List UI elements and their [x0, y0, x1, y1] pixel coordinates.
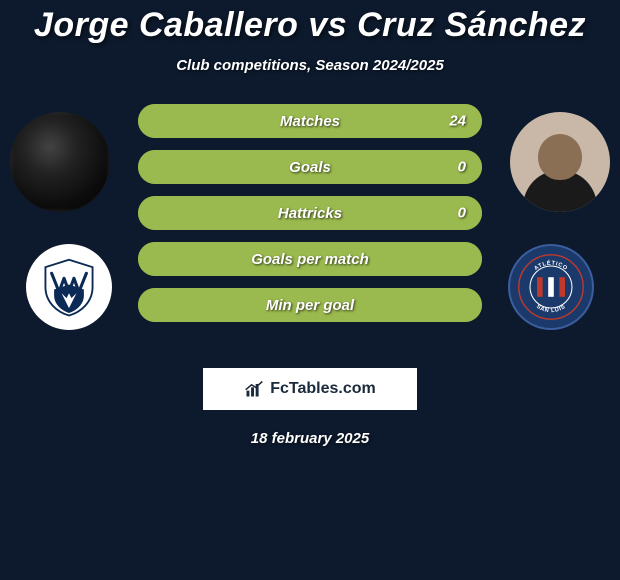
san-luis-badge-icon: ATLÉTICO SAN LUIS	[516, 252, 586, 322]
stat-bar: Matches 24	[138, 104, 482, 138]
stat-bar: Min per goal	[138, 288, 482, 322]
stat-bar-label: Hattricks	[278, 205, 342, 222]
date-label: 18 february 2025	[0, 430, 620, 447]
comparison-area: ATLÉTICO SAN LUIS Matches24Goals0Hattric…	[0, 104, 620, 364]
stat-bar: Hattricks 0	[138, 196, 482, 230]
bar-chart-icon	[244, 379, 264, 399]
stat-bar-value: 0	[458, 159, 466, 176]
stat-bar: Goals 0	[138, 150, 482, 184]
club-right-badge: ATLÉTICO SAN LUIS	[508, 244, 594, 330]
stat-bar-label: Goals	[289, 159, 331, 176]
stat-bar-label: Matches	[280, 113, 340, 130]
stat-bar-label: Goals per match	[251, 251, 369, 268]
stat-bar: Goals per match	[138, 242, 482, 276]
stat-bar-value: 24	[449, 113, 466, 130]
source-badge: FcTables.com	[203, 368, 417, 410]
player-right-avatar	[510, 112, 610, 212]
page-title: Jorge Caballero vs Cruz Sánchez	[0, 0, 620, 45]
stat-bar-value: 0	[458, 205, 466, 222]
monterrey-shield-icon	[38, 256, 100, 318]
svg-text:SAN LUIS: SAN LUIS	[535, 304, 567, 314]
badge-text: FcTables.com	[270, 380, 376, 398]
stat-bar-label: Min per goal	[266, 297, 354, 314]
subtitle: Club competitions, Season 2024/2025	[0, 57, 620, 74]
stat-bars: Matches 24 Goals 0 Hattricks 0 Goals per match…	[138, 104, 482, 334]
svg-text:ATLÉTICO: ATLÉTICO	[533, 259, 568, 272]
player-left-avatar	[10, 112, 110, 212]
club-left-badge	[26, 244, 112, 330]
